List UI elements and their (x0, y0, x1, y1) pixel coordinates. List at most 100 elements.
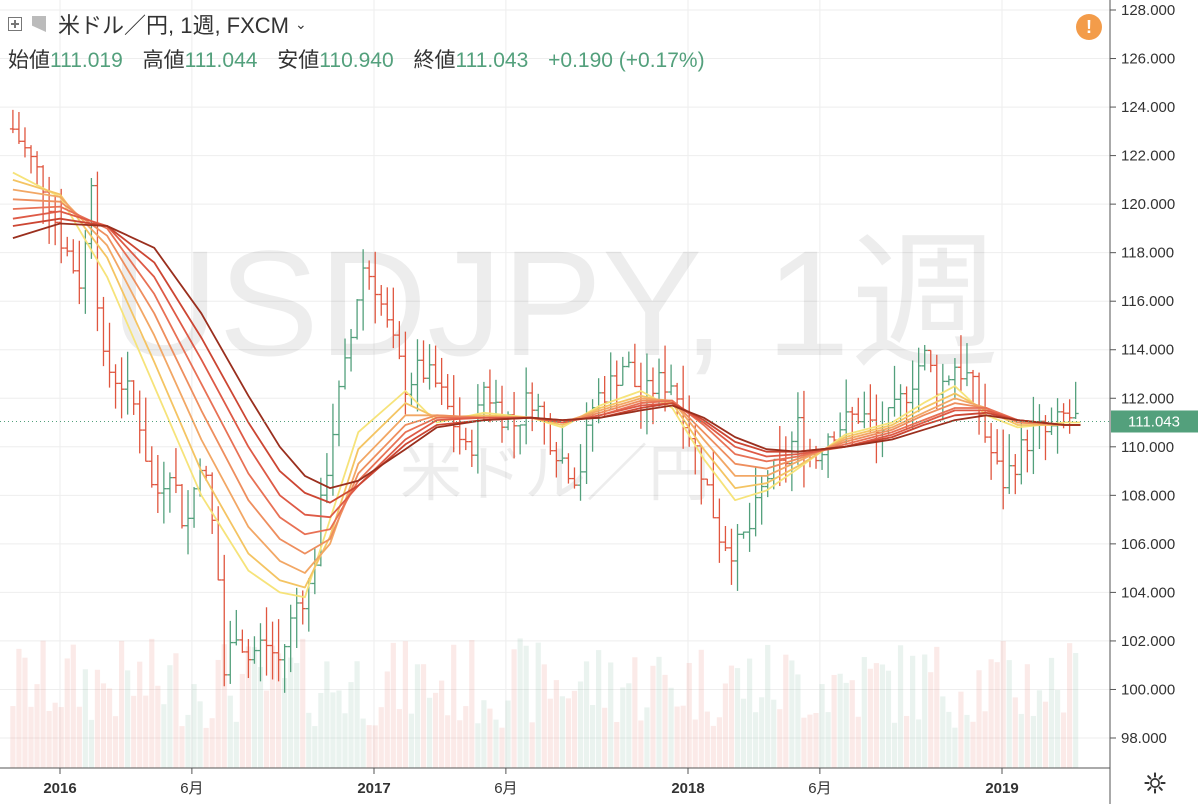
volume-bar (1060, 712, 1067, 768)
volume-bar (487, 708, 493, 768)
volume-bar (88, 719, 94, 768)
volume-bar (366, 725, 372, 768)
x-tick-label: 2017 (357, 780, 390, 797)
volume-bar (306, 712, 312, 768)
symbol-title[interactable]: 米ドル／円, 1週, FXCM (58, 13, 290, 38)
volume-bar (674, 706, 680, 768)
volume-bar (125, 670, 131, 768)
volume-bar (137, 661, 143, 768)
change-value: +0.190 (+0.17%) (548, 49, 705, 72)
volume-bar (94, 669, 101, 768)
volume-bar (765, 644, 771, 768)
ma-line-8 (12, 222, 1081, 489)
volume-bar (632, 657, 638, 768)
low-value: 110.940 (319, 49, 394, 72)
volume-bar (849, 680, 855, 768)
volume-bar (547, 698, 553, 768)
volume-bar (897, 645, 904, 768)
volume-bar (475, 723, 481, 768)
volume-bar (1042, 701, 1049, 768)
volume-bar (801, 717, 807, 768)
volume-bar (143, 695, 149, 768)
volume-bar (596, 650, 602, 768)
volume-bar (577, 681, 584, 768)
volume-bar (348, 682, 354, 768)
volume-bar (710, 725, 716, 768)
volume-bar (34, 684, 40, 768)
volume-bar (251, 647, 258, 768)
high-value: 111.044 (184, 49, 258, 72)
y-tick-label: 106.000 (1121, 536, 1175, 553)
volume-bar (179, 726, 185, 768)
volume-bar (831, 674, 837, 768)
volume-bar (777, 709, 783, 768)
y-tick-label: 126.000 (1121, 51, 1175, 68)
volume-bar (118, 640, 125, 768)
volume-bar (692, 719, 698, 768)
volume-bar (946, 711, 952, 768)
open-value: 111.019 (50, 49, 123, 72)
volume-bar (360, 718, 366, 768)
volume-bar (1054, 690, 1061, 768)
alert-icon[interactable]: ! (1076, 14, 1102, 40)
y-tick-label: 112.000 (1121, 390, 1174, 407)
volume-bar (82, 669, 88, 768)
watermark-name: 米ドル／円 (400, 440, 710, 509)
volume-bar (161, 704, 167, 768)
volume-bar (58, 707, 64, 768)
volume-bar (294, 663, 300, 768)
volume-bar (698, 649, 704, 768)
volume-bar (740, 698, 747, 768)
chevron-down-icon[interactable]: ⌄ (295, 15, 307, 32)
volume-bar (269, 645, 276, 768)
volume-bar (928, 672, 934, 768)
y-tick-label: 114.000 (1121, 342, 1174, 359)
volume-bar (76, 706, 82, 768)
volume-bar (1024, 664, 1030, 768)
volume-bar (716, 717, 722, 768)
volume-bar (620, 687, 626, 768)
chart-grid (0, 0, 1110, 768)
volume-bar (239, 673, 245, 768)
gear-icon[interactable] (1144, 772, 1166, 794)
y-tick-label: 108.000 (1121, 487, 1175, 504)
volume-bar (734, 668, 741, 768)
volume-bar (571, 690, 578, 768)
volume-bar (451, 644, 457, 768)
volume-bar (203, 727, 209, 768)
volume-bar (789, 660, 795, 768)
volume-bar (336, 690, 342, 768)
volume-bar (396, 709, 402, 768)
add-icon[interactable] (8, 17, 22, 31)
y-tick-label: 110.000 (1121, 439, 1174, 456)
volume-bar (553, 680, 559, 768)
volume-bar (106, 688, 113, 768)
volume-bar (807, 714, 813, 768)
legend-header: 米ドル／円, 1週, FXCM ⌄ 始値111.019 高値111.044 安値… (8, 8, 705, 74)
volume-bar (100, 683, 107, 768)
volume-bar (994, 662, 1000, 768)
y-tick-label: 98.000 (1121, 730, 1167, 747)
volume-bar (523, 645, 529, 768)
volume-bar (861, 657, 867, 768)
volume-bar (342, 713, 348, 768)
close-label: 終値 (413, 49, 456, 72)
volume-bar (753, 712, 759, 768)
volume-bar (644, 707, 650, 768)
volume-bar (656, 656, 662, 768)
volume-bar (149, 638, 155, 768)
volume-bar (704, 711, 710, 768)
volume-bar (16, 648, 22, 768)
volume-bar (1000, 640, 1006, 768)
volume-bars (10, 638, 1079, 768)
volume-bar (1048, 657, 1055, 768)
volume-bar (583, 661, 590, 768)
flag-icon[interactable] (32, 16, 46, 32)
volume-bar (614, 721, 620, 768)
volume-bar (197, 701, 203, 768)
y-axis: 98.000 100.000 102.000 104.000 106.000 108.00… (1110, 2, 1175, 747)
volume-bar (227, 695, 233, 768)
volume-bar (330, 692, 336, 768)
volume-bar (517, 638, 523, 768)
